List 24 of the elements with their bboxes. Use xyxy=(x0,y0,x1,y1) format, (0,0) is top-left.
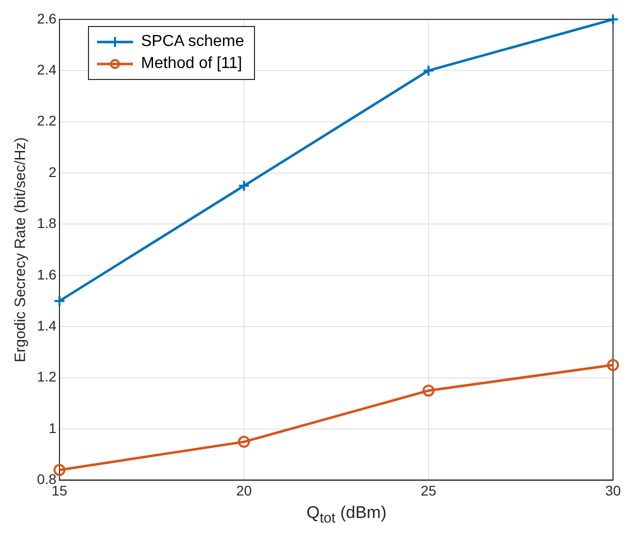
point xyxy=(53,295,66,307)
x-tick-label: 30 xyxy=(605,482,621,498)
y-axis-title: Ergodic Secrecy Rate (bit/sec/Hz) xyxy=(12,137,30,362)
y-tick-label: 2 xyxy=(48,164,57,180)
y-tick-label: 2.6 xyxy=(36,10,57,26)
x-tick-label: 20 xyxy=(236,482,252,498)
x-tick-label: 25 xyxy=(420,482,436,498)
point xyxy=(607,13,619,26)
point xyxy=(422,384,434,397)
point xyxy=(607,359,619,371)
y-tick-label: 2.4 xyxy=(36,61,57,78)
point xyxy=(53,464,66,476)
legend-label: Method of [11] xyxy=(141,54,242,74)
y-tick-label: 1 xyxy=(48,420,57,436)
y-tick-label: 1.6 xyxy=(36,266,57,282)
x-axis-title: Q$_{tot}$ (dBm) xyxy=(306,503,388,526)
y-tick-label: 1.4 xyxy=(36,317,57,334)
legend-label: SPCA scheme xyxy=(141,32,244,52)
y-tick-label: 1.8 xyxy=(36,215,57,232)
y-tick-label: 1.2 xyxy=(36,368,57,385)
point xyxy=(238,436,250,448)
y-tick-label: 2.2 xyxy=(36,112,57,129)
point xyxy=(238,180,250,192)
point xyxy=(422,64,434,77)
